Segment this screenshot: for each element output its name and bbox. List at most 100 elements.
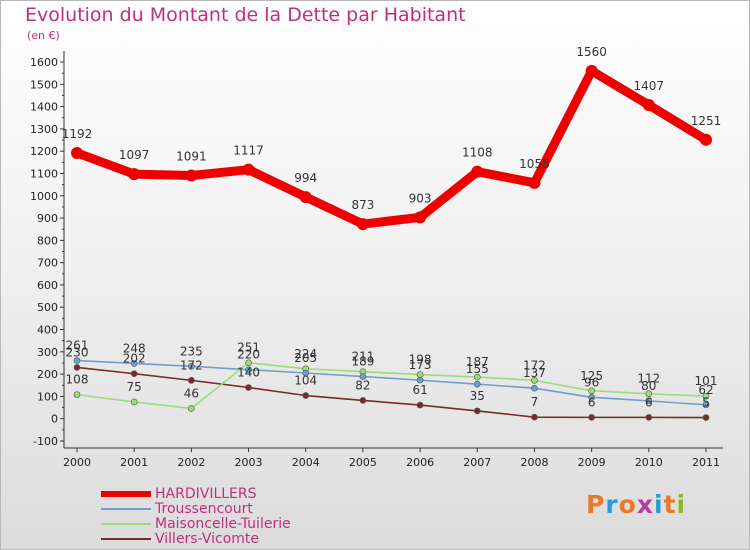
data-point: [588, 394, 595, 401]
data-label: 1192: [62, 127, 93, 141]
data-point: [702, 414, 710, 421]
x-tick-label: 2007: [463, 456, 491, 469]
data-point: [642, 99, 655, 112]
data-label: 903: [409, 191, 432, 205]
data-label: 248: [123, 341, 146, 355]
data-label: 189: [351, 355, 374, 369]
y-tick-label: 400: [37, 324, 58, 337]
y-tick-label: 1600: [30, 56, 58, 69]
data-label: 5: [702, 396, 710, 410]
data-point: [245, 384, 252, 391]
x-tick-label: 2010: [635, 456, 663, 469]
y-tick-label: 600: [37, 279, 58, 292]
data-point: [302, 369, 310, 377]
y-tick-label: 200: [37, 368, 58, 381]
chart-unit-label: (en €): [27, 29, 60, 42]
data-label: 96: [584, 375, 599, 389]
y-tick-label: 800: [37, 234, 58, 247]
y-tick-label: 100: [37, 390, 58, 403]
legend-swatch: [101, 523, 151, 525]
data-point: [245, 359, 252, 367]
x-tick-label: 2006: [406, 456, 434, 469]
data-point: [73, 391, 81, 398]
data-label: 62: [698, 383, 713, 397]
data-label: 155: [466, 362, 489, 376]
data-label: 1091: [176, 149, 207, 163]
proxiti-logo: Proxiti: [586, 490, 686, 519]
data-label: 261: [66, 339, 89, 353]
data-label: 1108: [462, 146, 493, 160]
legend-label: HARDIVILLERS: [155, 486, 257, 502]
y-tick-label: 1400: [30, 101, 58, 114]
y-tick-label: 1100: [30, 167, 58, 180]
data-point: [188, 405, 195, 412]
logo-letter: t: [663, 490, 677, 519]
logo-letter: i: [654, 490, 664, 519]
logo-letter: P: [586, 490, 606, 519]
series-line-2: [76, 361, 707, 410]
legend-label: Maisoncelle-Tuilerie: [155, 516, 291, 532]
data-label: 230: [66, 345, 89, 359]
data-label: 1407: [634, 79, 665, 93]
data-point: [588, 387, 595, 395]
legend-swatch: [101, 538, 151, 540]
x-tick-label: 2001: [120, 456, 148, 469]
legend-item-troussencourt: Troussencourt: [101, 501, 341, 517]
logo-letter: i: [676, 490, 687, 519]
y-tick-label: 1000: [30, 190, 58, 203]
data-label: 125: [580, 369, 603, 383]
data-point: [185, 169, 198, 182]
data-label: 1097: [119, 148, 150, 162]
data-label: 101: [695, 374, 718, 388]
y-tick-label: 1200: [30, 145, 58, 158]
data-point: [416, 371, 424, 378]
data-label: 187: [466, 355, 489, 369]
x-tick-label: 2008: [520, 456, 548, 469]
data-point: [645, 397, 653, 405]
data-point: [73, 364, 81, 371]
x-tick-label: 2005: [349, 456, 377, 469]
data-label: 80: [641, 379, 656, 393]
data-label: 205: [294, 351, 317, 365]
legend-swatch: [101, 508, 151, 510]
x-tick-label: 2004: [292, 456, 320, 469]
y-tick-label: 900: [37, 212, 58, 225]
data-point: [700, 133, 712, 146]
data-label: 211: [351, 350, 374, 364]
data-label: 1058: [519, 157, 550, 171]
data-point: [531, 413, 538, 421]
legend-item-maisoncelle-tuilerie: Maisoncelle-Tuilerie: [101, 516, 341, 532]
x-tick-label: 2003: [235, 456, 263, 469]
data-point: [531, 384, 538, 392]
data-point: [359, 397, 367, 404]
data-label: 202: [123, 352, 146, 366]
data-label: 172: [180, 358, 203, 372]
data-label: 251: [237, 341, 260, 355]
data-point: [702, 392, 710, 400]
data-label: 46: [184, 386, 199, 400]
legend-item-hardivillers: HARDIVILLERS: [101, 486, 341, 502]
data-label: 1560: [576, 45, 607, 59]
data-point: [302, 392, 310, 399]
data-point: [356, 218, 369, 231]
data-point: [645, 414, 653, 421]
y-tick-label: 700: [37, 257, 58, 270]
data-point: [645, 390, 653, 398]
data-point: [473, 407, 481, 415]
y-tick-label: 0: [51, 413, 58, 426]
data-point: [188, 377, 195, 384]
data-label: 235: [180, 344, 203, 358]
data-point: [473, 373, 481, 381]
data-point: [531, 377, 538, 384]
data-label: 873: [351, 198, 374, 212]
x-tick-label: 2011: [692, 456, 720, 469]
data-label: 1251: [691, 114, 722, 128]
data-point: [528, 176, 541, 189]
x-tick-label: 2002: [177, 456, 205, 469]
data-label: 220: [237, 348, 260, 362]
logo-letter: x: [636, 490, 654, 519]
data-label: 7: [531, 395, 539, 409]
chart-title: Evolution du Montant de la Dette par Hab…: [25, 4, 466, 26]
